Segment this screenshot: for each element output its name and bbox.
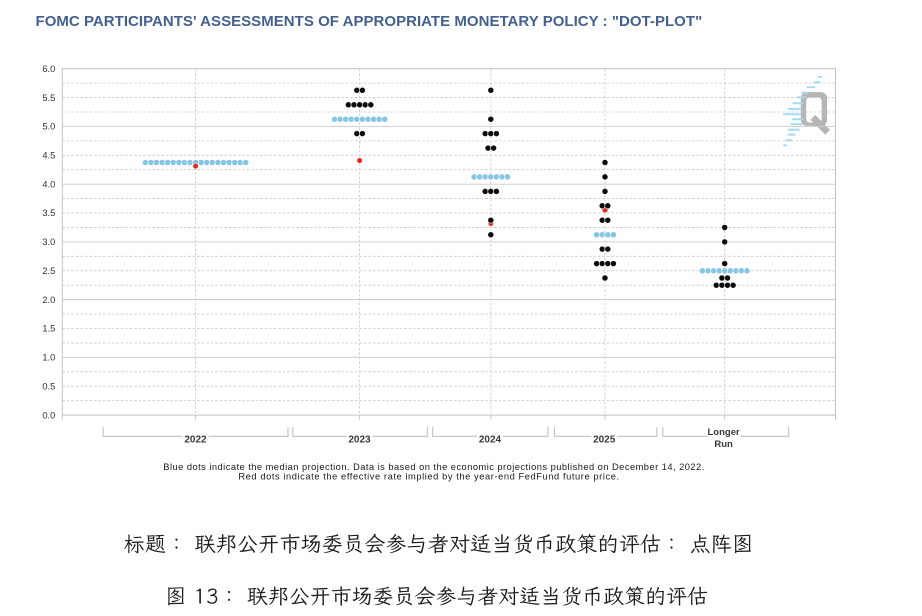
svg-text:Run: Run (714, 439, 733, 450)
svg-text:2024: 2024 (479, 434, 502, 445)
svg-text:5.0: 5.0 (42, 122, 55, 132)
svg-text:4.0: 4.0 (42, 179, 55, 189)
svg-text:3.0: 3.0 (42, 237, 55, 247)
svg-text:0.0: 0.0 (42, 410, 55, 420)
svg-text:1.0: 1.0 (42, 353, 55, 363)
svg-text:4.5: 4.5 (42, 151, 55, 161)
svg-text:FOMC PARTICIPANTS' ASSESSMENTS: FOMC PARTICIPANTS' ASSESSMENTS OF APPROP… (36, 13, 703, 30)
svg-text:3.5: 3.5 (42, 208, 55, 218)
svg-text:5.5: 5.5 (42, 93, 55, 103)
svg-text:Blue dots indicate the median: Blue dots indicate the median projection… (163, 462, 704, 472)
svg-text:Red dots indicate the effectiv: Red dots indicate the effective rate imp… (238, 472, 619, 482)
svg-text:Longer: Longer (707, 427, 739, 438)
svg-text:2.5: 2.5 (42, 266, 55, 276)
svg-text:2025: 2025 (593, 434, 616, 445)
svg-text:1.5: 1.5 (42, 324, 55, 334)
svg-text:2023: 2023 (348, 434, 371, 445)
svg-text:2.0: 2.0 (42, 295, 55, 305)
svg-text:6.0: 6.0 (42, 64, 55, 74)
svg-text:0.5: 0.5 (42, 381, 55, 391)
svg-text:2022: 2022 (184, 434, 207, 445)
